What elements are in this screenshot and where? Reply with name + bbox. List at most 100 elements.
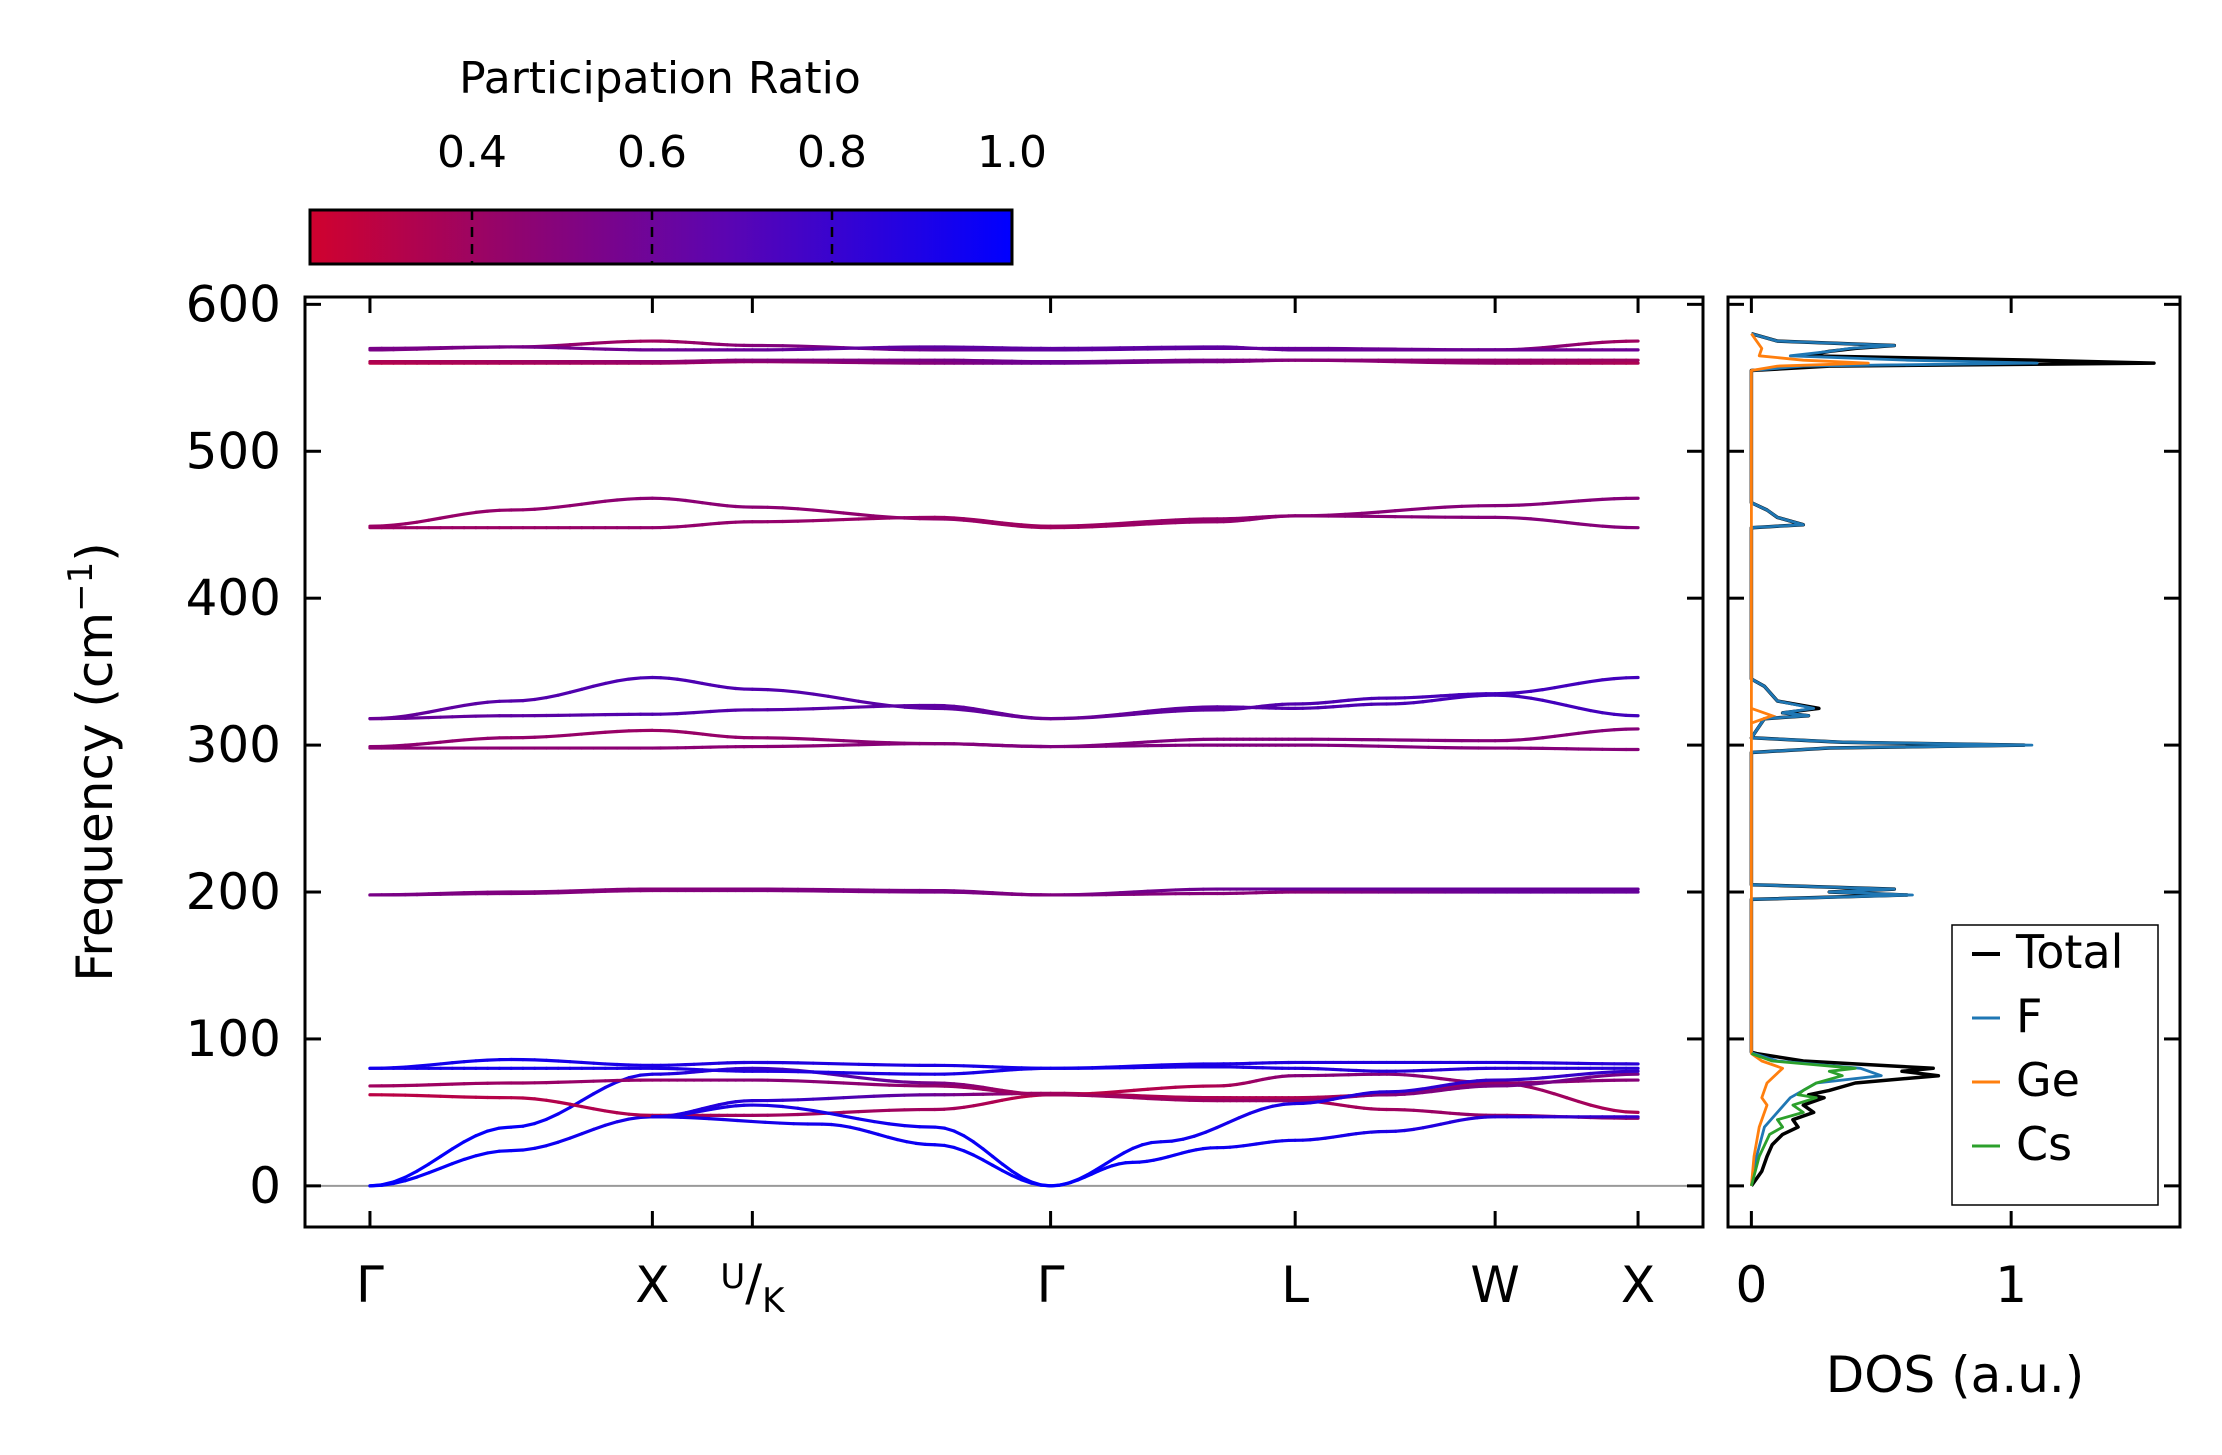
band-segment — [1588, 523, 1604, 528]
colorbar-gradient — [308, 208, 1014, 266]
band-segment — [942, 1126, 956, 1133]
band-segment — [1020, 1175, 1033, 1184]
band-segment — [544, 1098, 560, 1104]
band-segment — [991, 1098, 1004, 1104]
band-segment — [841, 739, 861, 744]
band-segment — [872, 1119, 891, 1126]
band-segment — [1600, 677, 1616, 682]
band-segment — [811, 692, 830, 698]
legend-label-total: Total — [2015, 925, 2123, 979]
band-segment — [857, 1117, 876, 1124]
band-segment — [603, 1109, 619, 1115]
band-segment — [796, 1097, 815, 1102]
band-segment — [991, 1154, 1004, 1166]
band-segment — [1410, 506, 1431, 512]
band-segment — [462, 510, 478, 516]
band-segment — [1443, 504, 1464, 509]
band-segment — [1588, 340, 1604, 345]
band-segment — [1529, 1076, 1545, 1081]
band-segment — [556, 690, 572, 697]
band-segment — [952, 1145, 966, 1153]
band-segment — [521, 1096, 537, 1101]
band-segment — [857, 1075, 876, 1081]
band-segment — [1090, 1094, 1108, 1098]
band-segment — [1010, 714, 1024, 719]
legend-label-ge: Ge — [2016, 1053, 2080, 1107]
band-segment — [1132, 889, 1150, 894]
band-segment — [991, 521, 1004, 526]
band-segment — [1529, 736, 1545, 741]
band-segment — [1146, 519, 1164, 524]
band-segment — [1000, 522, 1014, 528]
band-segment — [1576, 730, 1593, 735]
band-segment — [1146, 521, 1164, 526]
band-segment — [1226, 1116, 1241, 1125]
band-segment — [403, 520, 419, 526]
phonon-band — [368, 1057, 1640, 1070]
band-segment — [1104, 1065, 1122, 1069]
band-segment — [1118, 712, 1136, 717]
dos-series-ge-extra — [1750, 707, 1777, 725]
band-segment — [1160, 709, 1178, 714]
band-segment — [1541, 734, 1557, 740]
band-segment — [1529, 502, 1545, 507]
band-segment — [1146, 1063, 1164, 1068]
band-segment — [811, 706, 830, 711]
band-segment — [462, 1059, 478, 1064]
band-segment — [796, 1112, 815, 1117]
band-segment — [1576, 679, 1593, 686]
band-segment — [1146, 888, 1164, 893]
band-segment — [415, 1162, 431, 1173]
band-segment — [1505, 1083, 1521, 1088]
band-segment — [533, 1117, 549, 1126]
dos-series-ge — [1750, 332, 1870, 1187]
colorbar-label: Participation Ratio — [459, 53, 861, 104]
phonon-band — [650, 1103, 1053, 1188]
band-segment — [591, 1107, 607, 1113]
band-segment — [1104, 523, 1122, 528]
band-segment — [872, 514, 891, 519]
band-segment — [1090, 743, 1108, 748]
band-segment — [403, 1175, 419, 1183]
band-segment — [1576, 706, 1593, 713]
band-segment — [627, 496, 643, 501]
band-segment — [580, 1104, 596, 1111]
dos-axes-frame — [1726, 295, 2182, 1229]
band-segment — [876, 1132, 890, 1139]
x-tick-label: X — [1621, 1256, 1655, 1314]
band-segment — [971, 707, 985, 712]
band-segment — [1576, 1071, 1593, 1077]
band-segment — [415, 518, 431, 524]
band-segment — [497, 1125, 513, 1130]
band-segment — [603, 498, 619, 503]
band-segment — [1517, 502, 1533, 507]
band-segment — [591, 730, 607, 735]
band-segment — [1600, 1070, 1616, 1075]
band-segment — [763, 1120, 782, 1125]
band-segment — [1517, 1082, 1533, 1087]
band-segment — [1541, 1075, 1557, 1080]
band-segment — [796, 737, 815, 741]
y-tick-label: 300 — [186, 716, 281, 774]
band-segment — [765, 505, 785, 510]
band-segment — [1529, 517, 1545, 522]
band-segment — [1146, 710, 1164, 715]
band-segment — [1529, 1085, 1545, 1092]
band-segment — [781, 688, 800, 694]
band-segment — [533, 1144, 549, 1150]
band-segment — [415, 710, 431, 716]
band-segment — [556, 504, 572, 509]
band-segment — [991, 891, 1004, 895]
band-segment — [1104, 713, 1122, 719]
band-segment — [1132, 1087, 1150, 1092]
band-segment — [887, 515, 906, 520]
band-segment — [427, 1062, 443, 1067]
phonon-band — [368, 727, 1640, 749]
band-segment — [902, 705, 922, 710]
band-segment — [615, 497, 631, 502]
band-segment — [796, 1079, 815, 1084]
band-segment — [1085, 1167, 1099, 1177]
band-segment — [841, 1095, 861, 1100]
band-segment — [427, 740, 443, 745]
colorbar: Participation Ratio 0.4 0.6 0.8 1.0 — [308, 53, 1047, 266]
